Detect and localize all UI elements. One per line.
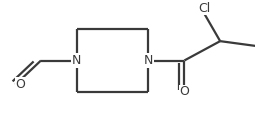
Text: Cl: Cl — [199, 2, 211, 15]
Text: O: O — [179, 85, 189, 98]
Text: N: N — [144, 54, 153, 67]
Text: N: N — [72, 54, 81, 67]
Text: O: O — [15, 78, 25, 91]
